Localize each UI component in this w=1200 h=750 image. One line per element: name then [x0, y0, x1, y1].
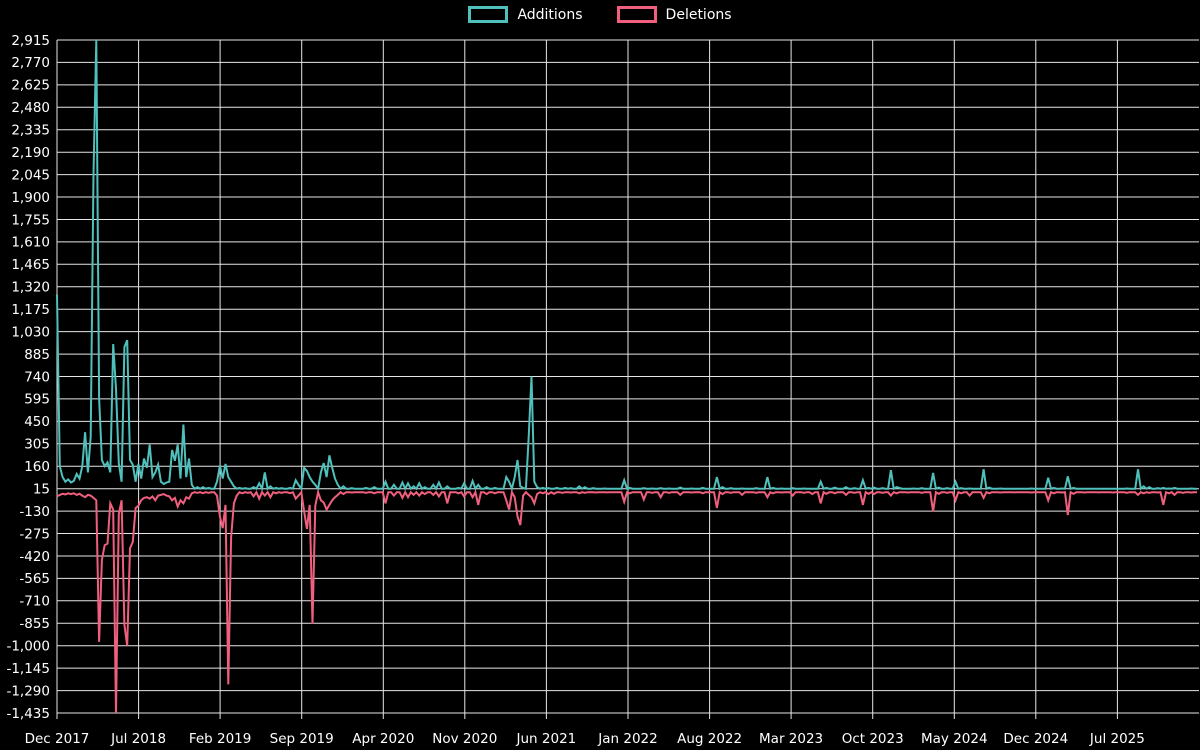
- x-tick-label: Dec 2017: [25, 731, 90, 747]
- x-tick-label: May 2024: [921, 731, 988, 747]
- deletions-line: [56, 488, 1197, 714]
- y-tick-label: 450: [24, 414, 50, 430]
- x-tick-label: Jun 2021: [516, 731, 577, 747]
- y-tick-label: -710: [19, 594, 50, 610]
- y-tick-label: -130: [19, 504, 50, 520]
- y-tick-label: 2,625: [11, 78, 50, 94]
- y-tick-label: 1,610: [11, 235, 50, 251]
- legend-item-deletions[interactable]: Deletions: [616, 6, 732, 23]
- x-tick-label: Feb 2019: [189, 731, 252, 747]
- y-tick-label: 740: [24, 369, 50, 385]
- y-tick-label: 15: [33, 482, 50, 498]
- y-tick-label: -1,290: [6, 683, 50, 699]
- y-tick-label: -1,000: [6, 639, 50, 655]
- x-tick-label: Jan 2022: [597, 731, 657, 747]
- y-tick-label: -1,435: [6, 706, 50, 722]
- y-tick-label: 1,465: [11, 257, 50, 273]
- y-tick-label: 160: [24, 459, 50, 475]
- additions-swatch-icon: [468, 6, 509, 23]
- y-tick-label: 2,045: [11, 167, 50, 183]
- x-tick-label: Dec 2024: [1003, 731, 1068, 747]
- deletions-swatch-icon: [616, 6, 657, 23]
- x-tick-label: Jul 2025: [1089, 731, 1145, 747]
- legend-label-additions: Additions: [517, 6, 583, 23]
- x-tick-label: Jul 2018: [110, 731, 166, 747]
- x-tick-label: Mar 2023: [759, 731, 823, 747]
- x-tick-label: Sep 2019: [270, 731, 334, 747]
- y-tick-label: 305: [24, 437, 50, 453]
- y-tick-label: -275: [19, 526, 50, 542]
- y-tick-label: 595: [24, 392, 50, 408]
- legend-label-deletions: Deletions: [665, 6, 732, 23]
- y-tick-label: 2,915: [11, 33, 50, 49]
- y-tick-label: 1,900: [11, 190, 50, 206]
- y-tick-label: -1,145: [6, 661, 50, 677]
- x-tick-label: Apr 2020: [352, 731, 414, 747]
- x-tick-label: Aug 2022: [677, 731, 742, 747]
- y-tick-label: 1,755: [11, 212, 50, 228]
- y-tick-label: 1,320: [11, 280, 50, 296]
- y-tick-label: 1,175: [11, 302, 50, 318]
- legend-item-additions[interactable]: Additions: [468, 6, 583, 23]
- x-tick-label: Oct 2023: [842, 731, 904, 747]
- y-tick-label: 2,480: [11, 100, 50, 116]
- y-tick-label: 1,030: [11, 324, 50, 340]
- y-tick-label: 885: [24, 347, 50, 363]
- y-tick-label: -565: [19, 571, 50, 587]
- x-tick-label: Nov 2020: [432, 731, 497, 747]
- y-tick-label: 2,770: [11, 55, 50, 71]
- y-tick-label: 2,190: [11, 145, 50, 161]
- y-tick-label: -420: [19, 549, 50, 565]
- additions-line: [56, 39, 1197, 492]
- y-tick-label: 2,335: [11, 123, 50, 139]
- y-tick-label: -855: [19, 616, 50, 632]
- chart-legend: Additions Deletions: [0, 6, 1200, 23]
